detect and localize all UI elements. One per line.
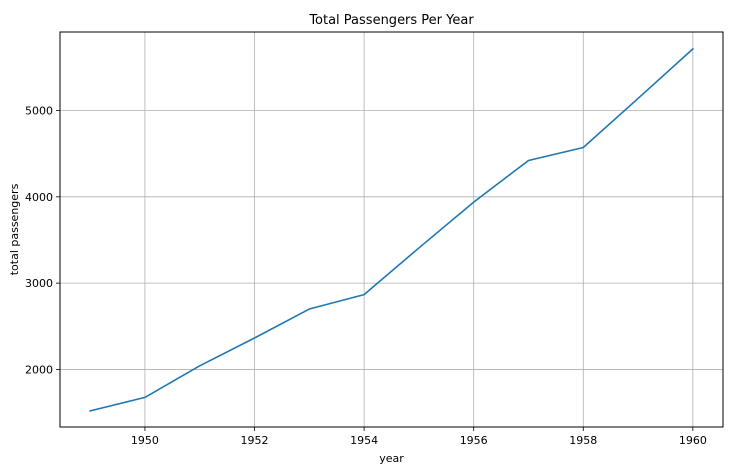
- x-axis-label: year: [379, 452, 404, 465]
- x-tick-label: 1950: [131, 434, 159, 447]
- y-tick-label: 2000: [25, 363, 53, 376]
- x-tick-label: 1956: [460, 434, 488, 447]
- x-tick-label: 1954: [350, 434, 378, 447]
- axis-ticks: 1950 1952 1954 1956 1958 1960 2000 3000 4000 5000: [25, 105, 707, 447]
- y-axis-label: total passengers: [8, 183, 21, 275]
- y-tick-label: 3000: [25, 277, 53, 290]
- chart-title: Total Passengers Per Year: [308, 13, 474, 28]
- y-tick-label: 4000: [25, 191, 53, 204]
- y-tick-label: 5000: [25, 105, 53, 118]
- x-tick-label: 1958: [569, 434, 597, 447]
- series-line: [89, 47, 694, 412]
- x-tick-label: 1960: [679, 434, 707, 447]
- grid-lines: [60, 32, 723, 427]
- plot-frame: [59, 31, 724, 428]
- x-tick-label: 1952: [241, 434, 269, 447]
- series-layer: [89, 47, 694, 412]
